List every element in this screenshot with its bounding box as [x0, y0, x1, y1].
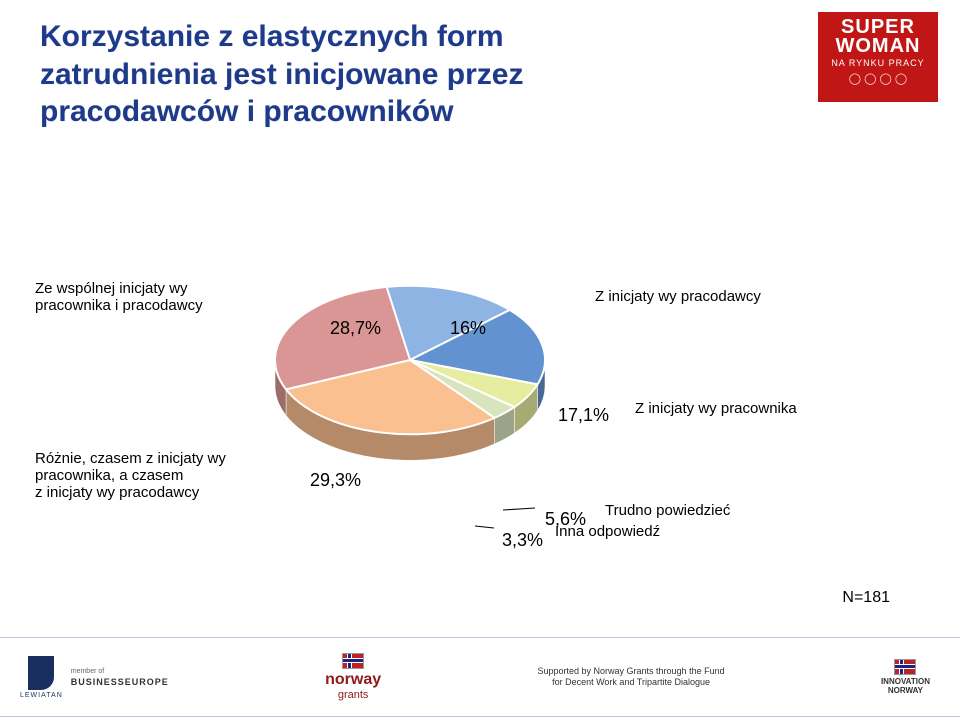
- pie-chart: 28,7% 16% 17,1% 29,3% 5,6% 3,3% Ze wspól…: [0, 160, 960, 580]
- footer-innovation-norway: INNOVATION NORWAY: [881, 659, 930, 695]
- value-label-roznie: 29,3%: [310, 470, 361, 491]
- footer-lewiatan: LEWIATAN member of BUSINESSEUROPE: [20, 656, 169, 699]
- value-label-inna: 3,3%: [502, 530, 543, 551]
- norway-flag-icon: [342, 653, 364, 669]
- value-label-z-pracodawcy: 16%: [450, 318, 486, 339]
- text-label-roznie: Różnie, czasem z inicjaty wy pracownika,…: [35, 450, 295, 501]
- text-label-inna: Inna odpowiedź: [555, 523, 775, 540]
- footer-bar: LEWIATAN member of BUSINESSEUROPE norway…: [0, 637, 960, 717]
- text-label-z-pracodawcy: Z inicjaty wy pracodawcy: [595, 288, 855, 305]
- supported-by-text: Supported by Norway Grants through the F…: [537, 666, 724, 688]
- innovation-label: INNOVATION: [881, 677, 930, 686]
- value-label-z-pracownika: 17,1%: [558, 405, 609, 426]
- norway-flag-icon-2: [894, 659, 916, 675]
- lewiatan-label: LEWIATAN: [20, 692, 63, 699]
- page-title: Korzystanie z elastycznych form zatrudni…: [40, 18, 600, 131]
- logo-icons: ◯ ◯ ◯ ◯: [818, 72, 938, 85]
- text-label-trudno: Trudno powiedzieć: [605, 502, 825, 519]
- sample-size: N=181: [842, 589, 890, 607]
- grants-label: grants: [325, 689, 381, 701]
- text-label-z-pracownika: Z inicjaty wy pracownika: [635, 400, 895, 417]
- norway-label: norway: [325, 671, 381, 688]
- value-label-wspolnie: 28,7%: [330, 318, 381, 339]
- text-label-wspolnie: Ze wspólnej inicjaty wy pracownika i pra…: [35, 280, 285, 314]
- footer-norway-grants: norway grants: [325, 653, 381, 701]
- businesseurope-label: BUSINESSEUROPE: [71, 677, 169, 687]
- lewiatan-icon: [28, 656, 54, 690]
- logo-line3: NA RYNKU PRACY: [818, 58, 938, 68]
- logo-line2: WOMAN: [818, 37, 938, 56]
- superwoman-logo: SUPER WOMAN NA RYNKU PRACY ◯ ◯ ◯ ◯: [818, 12, 938, 102]
- innovation-sub-label: NORWAY: [881, 686, 930, 695]
- member-of-label: member of: [71, 668, 104, 675]
